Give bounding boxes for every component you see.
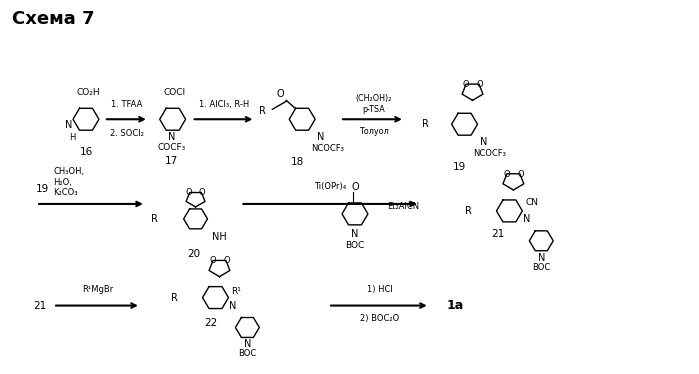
Text: R: R — [465, 206, 472, 216]
Text: Схема 7: Схема 7 — [12, 10, 94, 28]
Text: O: O — [209, 257, 216, 266]
Text: 17: 17 — [165, 156, 178, 166]
Text: NCOCF₃: NCOCF₃ — [473, 149, 506, 158]
Text: CN: CN — [526, 199, 538, 208]
Text: N: N — [244, 340, 251, 349]
Text: (CH₂OH)₂: (CH₂OH)₂ — [356, 94, 392, 103]
Text: K₂CO₃: K₂CO₃ — [53, 188, 78, 197]
Text: R: R — [259, 106, 266, 116]
Text: BOC: BOC — [345, 241, 365, 250]
Text: Толуол: Толуол — [359, 127, 389, 136]
Text: N: N — [229, 301, 237, 310]
Text: N: N — [538, 253, 545, 263]
Text: COCF₃: COCF₃ — [157, 143, 186, 152]
Text: N: N — [66, 120, 73, 130]
Text: R: R — [421, 119, 428, 129]
Text: H: H — [69, 133, 75, 142]
Text: 1. TFAA: 1. TFAA — [111, 100, 143, 109]
Text: NCOCF₃: NCOCF₃ — [311, 144, 344, 153]
Text: COCl: COCl — [164, 88, 186, 97]
Text: p-TSA: p-TSA — [363, 105, 385, 114]
Text: R¹MgBr: R¹MgBr — [82, 285, 113, 294]
Text: 21: 21 — [491, 229, 505, 239]
Text: O: O — [503, 170, 510, 179]
Text: O: O — [517, 170, 524, 179]
Text: 19: 19 — [453, 162, 466, 172]
Text: R: R — [171, 292, 178, 303]
Text: N: N — [168, 132, 175, 142]
Text: N: N — [317, 132, 324, 142]
Text: R: R — [151, 214, 158, 224]
Text: CO₂H: CO₂H — [76, 88, 100, 97]
Text: O: O — [462, 80, 469, 89]
Text: R¹: R¹ — [231, 287, 241, 296]
Text: O: O — [186, 188, 192, 197]
Text: 1a: 1a — [447, 299, 464, 312]
Text: 2. SOCl₂: 2. SOCl₂ — [110, 129, 144, 138]
Text: 20: 20 — [187, 249, 200, 259]
Text: 1) HCl: 1) HCl — [367, 285, 393, 294]
Text: 2) BOC₂O: 2) BOC₂O — [360, 313, 400, 322]
Text: O: O — [276, 89, 284, 99]
Text: O: O — [476, 80, 483, 89]
Text: 22: 22 — [204, 318, 217, 328]
Text: Et₂AlCN: Et₂AlCN — [387, 202, 419, 211]
Text: BOC: BOC — [532, 263, 550, 272]
Text: N: N — [480, 137, 487, 147]
Text: 19: 19 — [36, 184, 50, 194]
Text: H₂O,: H₂O, — [53, 178, 72, 187]
Text: N: N — [524, 214, 531, 224]
Text: N: N — [352, 229, 359, 239]
Text: 1. AlCl₃, R-H: 1. AlCl₃, R-H — [199, 100, 250, 109]
Text: 21: 21 — [33, 301, 46, 310]
Text: BOC: BOC — [238, 349, 257, 358]
Text: CH₃OH,: CH₃OH, — [53, 166, 85, 175]
Text: NH: NH — [212, 232, 226, 242]
Text: O: O — [199, 188, 206, 197]
Text: O: O — [351, 182, 359, 192]
Text: O: O — [223, 257, 230, 266]
Text: Ti(OPr)₄: Ti(OPr)₄ — [314, 182, 346, 191]
Text: 16: 16 — [80, 147, 92, 157]
Text: 18: 18 — [291, 157, 304, 167]
